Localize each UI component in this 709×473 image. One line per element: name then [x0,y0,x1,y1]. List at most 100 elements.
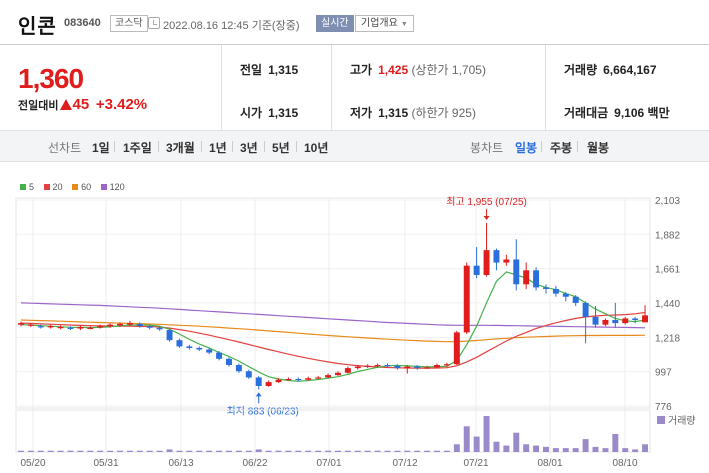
candle-body [334,372,341,376]
chart-canvas: 2,103 1,882 1,661 1,440 1,218 997 776 05/20 05/3… [15,196,696,469]
candle-body [235,365,242,372]
x-tick-label: 06/22 [242,458,267,469]
volume-bar [305,450,312,452]
stock-code: 083640 [64,17,101,29]
period-3m[interactable]: 3개월 [166,141,195,155]
candle-body [533,270,540,288]
stat-value: 1,315 [268,63,299,77]
volume-bar [146,450,153,452]
stat-volume: 거래량 6,664,167 [564,61,657,78]
volume-bar [612,434,619,452]
candle-body [394,365,401,369]
stat-label: 저가 [350,106,373,120]
volume-bar [37,450,44,452]
volume-bar [117,450,123,452]
high-annotation: 최고 1,955 (07/25) [446,196,527,208]
volume-bar [443,450,450,452]
volume-bar [126,450,133,452]
candle-body [592,316,599,325]
period-5y[interactable]: 5년 [272,141,290,155]
x-tick-label: 08/01 [537,458,562,469]
stat-amount: 거래대금 9,106 백만 [564,104,670,121]
legend-label: 5 [29,182,35,192]
candle-body [443,364,450,366]
volume-bar [632,449,639,452]
volume-bar [226,450,232,452]
stat-value: 1,315 [378,106,409,120]
candle-body [285,378,292,381]
candle-body [632,318,639,320]
candle-body [126,323,133,325]
timestamp: 2022.08.16 12:45 기준(장중) [163,20,300,32]
volume-label: 거래량 [668,415,696,427]
candle-body [414,366,421,369]
candle-body [552,288,559,294]
volume-bar [414,450,421,452]
ma60-line [20,319,646,343]
candle-body [354,366,361,369]
period-3y[interactable]: 3년 [240,141,258,155]
candle-body [424,367,431,369]
legend-item-ma120: 120 [100,182,125,192]
volume-bar [285,450,292,452]
company-overview-button[interactable]: 기업개요 ▼ [355,15,414,32]
period-1w[interactable]: 1주일 [123,141,152,155]
low-annotation: 최저 883 (06/23) [227,405,299,417]
period-1y[interactable]: 1년 [209,141,227,155]
legend-item-ma20: 20 [43,182,63,192]
candle-weekly[interactable]: 주봉 [550,141,573,155]
lower-limit: (하한가 925) [411,106,476,120]
period-10y[interactable]: 10년 [304,141,329,155]
candle-body [473,265,480,275]
volume-bar [47,450,54,452]
candle-body [513,259,520,285]
company-overview-label: 기업개요 [361,18,398,29]
x-tick-label: 05/20 [20,458,45,469]
x-tick-label: 07/12 [392,458,417,469]
price-box: 1,360 전일대비 45 +3.42% [0,45,222,131]
volume-bar [473,436,480,452]
candle-body [245,371,252,378]
divider [541,141,542,152]
candle-monthly[interactable]: 월봉 [587,141,610,155]
stat-value: 9,106 백만 [614,106,670,120]
legend-label: 20 [52,182,63,192]
volume-bar [206,450,213,452]
stat-label: 거래대금 [564,106,609,120]
candle-daily[interactable]: 일봉 [515,141,538,155]
candle-body [166,330,173,341]
legend-swatch [20,184,26,190]
candle-body [572,296,579,303]
line-chart-label: 선차트 [48,141,82,155]
market-badge: 코스닥 [110,15,148,32]
volume-bar [463,426,470,452]
candle-body [305,378,312,380]
realtime-button[interactable]: 실시간 [316,15,354,32]
candle-body [156,327,163,330]
chart-legend: 5 20 60 120 [20,182,132,192]
divider [264,141,265,152]
candle-body [206,349,213,353]
candle-body [275,379,282,383]
candle-body [77,326,84,329]
volume-bar [245,450,252,452]
volume-bar [602,448,609,452]
candle-body [582,302,589,317]
candle-body [186,346,193,348]
stat-label: 전일 [240,63,263,77]
divider [158,141,159,152]
volume-bar [543,446,549,452]
volume-bar [97,450,104,452]
candle-body [136,323,143,327]
ma20-line [20,311,646,369]
period-1d[interactable]: 1일 [92,141,110,155]
candle-body [344,368,351,373]
y-tick-label: 776 [655,402,672,413]
volume-bar [642,444,649,452]
change-row: 전일대비 45 +3.42% [18,96,147,113]
y-tick-label: 2,103 [655,196,680,207]
legend-swatch [43,184,50,190]
stat-value: 6,664,167 [603,63,657,77]
volume-bar [67,450,74,452]
volume-bar [265,450,272,452]
